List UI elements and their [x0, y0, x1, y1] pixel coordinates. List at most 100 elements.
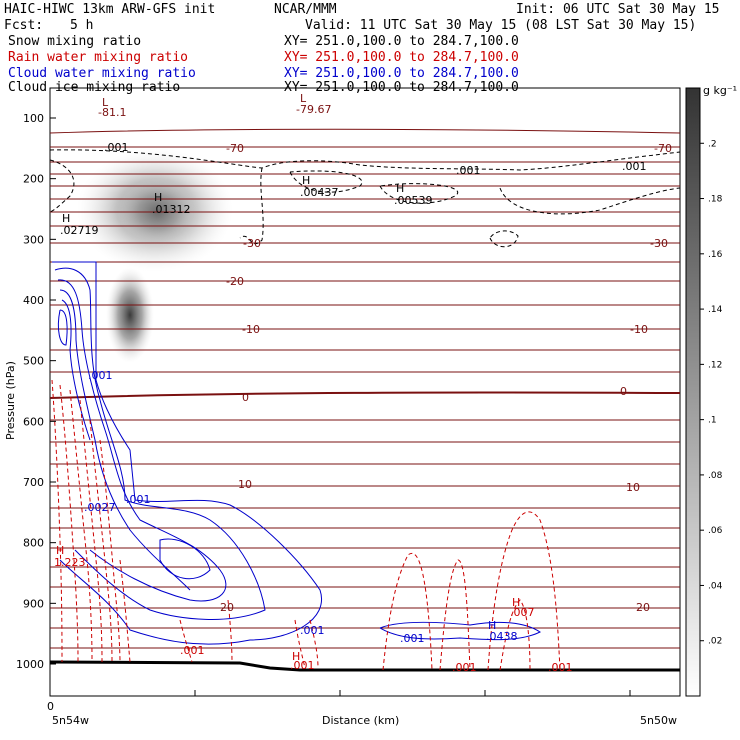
valid-time: Valid: 11 UTC Sat 30 May 15 (08 LST Sat …	[305, 18, 697, 33]
fcst-label: Fcst:	[4, 18, 44, 33]
rain-water-contour	[439, 559, 471, 671]
isotherm-label: 10	[626, 481, 640, 494]
isotherm-label: -10	[242, 323, 260, 336]
high-value: .007	[510, 606, 535, 619]
isotherm-label: -10	[630, 323, 648, 336]
cloud-ice-contour	[489, 230, 519, 248]
field-xy-cloud-water: XY= 251.0,100.0 to 284.7,100.0	[284, 66, 519, 81]
low-value: -81.1	[98, 106, 126, 119]
isotherm-label: 0	[620, 385, 627, 398]
rain-water-contour	[294, 619, 306, 669]
contour-label: .001	[88, 369, 113, 382]
contour-label: .001	[622, 160, 647, 173]
rain-water-contour	[59, 384, 79, 663]
field-xy-snow: XY= 251.0,100.0 to 284.7,100.0	[284, 34, 519, 49]
colorbar-tick-label: .14	[708, 305, 723, 315]
contour-label: .001	[456, 164, 481, 177]
y-tick-label: 400	[23, 294, 44, 307]
contour-label: .001	[400, 632, 425, 645]
colorbar-tick-label: .2	[708, 139, 717, 149]
contour-label: .001	[290, 659, 315, 672]
isotherm-label: 0	[242, 391, 249, 404]
isotherm-line	[49, 128, 681, 134]
cloud-ice-contour	[499, 187, 681, 215]
contour-label: .001	[104, 141, 129, 154]
y-tick-label: 600	[23, 415, 44, 428]
high-marker: H	[154, 191, 162, 204]
high-value: .00437	[300, 186, 339, 199]
contour-label: .001	[548, 661, 573, 674]
x-axis-label: Distance (km)	[322, 714, 399, 727]
rain-water-contour	[51, 379, 63, 663]
isotherm-line	[49, 391, 681, 399]
isotherm-label: -30	[650, 237, 668, 250]
low-marker: L	[102, 96, 109, 109]
high-marker: H	[488, 619, 496, 632]
x-start-label: 5n54w	[52, 714, 89, 727]
cloud-water-contour	[159, 538, 211, 580]
snow-shading-lower	[106, 267, 154, 363]
contour-label: .001	[300, 624, 325, 637]
fcst-value: 5 h	[70, 18, 94, 33]
field-name-cloud-water: Cloud water mixing ratio	[8, 66, 196, 81]
high-marker: H	[396, 182, 404, 195]
chart-title: HAIC-HIWC 13km ARW-GFS init	[4, 2, 216, 17]
cloud-ice-contour	[379, 183, 459, 204]
cloud-water-contour	[57, 279, 227, 602]
contour-label: .0027	[84, 501, 116, 514]
cloud-ice-contour	[49, 149, 681, 171]
rain-water-contour	[499, 599, 531, 671]
y-axis-label: Pressure (hPa)	[4, 361, 17, 440]
high-marker: H	[512, 596, 520, 609]
high-marker: H	[62, 212, 70, 225]
colorbar-tick-label: .02	[708, 637, 722, 647]
low-value: -79.67	[296, 103, 331, 116]
cloud-water-contour	[379, 621, 541, 641]
rain-water-contour	[99, 439, 121, 663]
isotherm-label: -20	[226, 275, 244, 288]
colorbar-tick-label: .08	[708, 471, 723, 481]
rain-water-contour	[119, 559, 131, 663]
high-marker: H	[302, 174, 310, 187]
high-marker: H	[292, 650, 300, 663]
cloud-ice-contour	[289, 170, 363, 193]
cloud-ice-contour	[49, 159, 75, 213]
field-xy-rain: XY= 251.0,100.0 to 284.7,100.0	[284, 50, 519, 65]
isotherm-label: 10	[238, 478, 252, 491]
colorbar-tick-label: .06	[708, 526, 723, 536]
colorbar	[685, 87, 701, 697]
y-tick-label: 500	[23, 355, 44, 368]
rain-water-contour	[69, 389, 93, 663]
rain-water-contour	[89, 419, 113, 663]
cloud-ice-contour	[239, 167, 264, 245]
contour-label: .001	[452, 661, 477, 674]
field-name-rain: Rain water mixing ratio	[8, 50, 189, 65]
colorbar-unit: g kg⁻¹	[703, 84, 737, 97]
high-value: .00539	[394, 194, 433, 207]
contour-label: .001	[180, 644, 205, 657]
high-value: .01312	[152, 203, 191, 216]
high-value: .0438	[486, 630, 518, 643]
isotherm-label: -30	[243, 237, 261, 250]
cloud-water-contour	[61, 299, 91, 441]
y-tick-label: 300	[23, 233, 44, 246]
y-tick-label: 200	[23, 173, 44, 186]
rain-water-contour	[382, 552, 433, 671]
colorbar-tick-label: .1	[708, 416, 717, 426]
colorbar-tick-label: .12	[708, 360, 722, 370]
rain-water-contour	[309, 619, 319, 669]
isotherm-label: -70	[226, 142, 244, 155]
y-tick-label: 1000	[16, 658, 44, 671]
init-time: Init: 06 UTC Sat 30 May 15	[516, 2, 720, 17]
low-marker: L	[300, 92, 307, 105]
high-value: .02719	[60, 224, 99, 237]
contour-label: .001	[126, 493, 151, 506]
y-tick-label: 100	[23, 112, 44, 125]
colorbar-tick-label: .18	[708, 195, 723, 205]
rain-water-contour	[487, 511, 561, 671]
high-value: 1.223	[54, 556, 86, 569]
cloud-water-contour	[54, 267, 266, 620]
colorbar-tick-label: .16	[708, 250, 723, 260]
x-zero-label: 0	[47, 700, 54, 713]
